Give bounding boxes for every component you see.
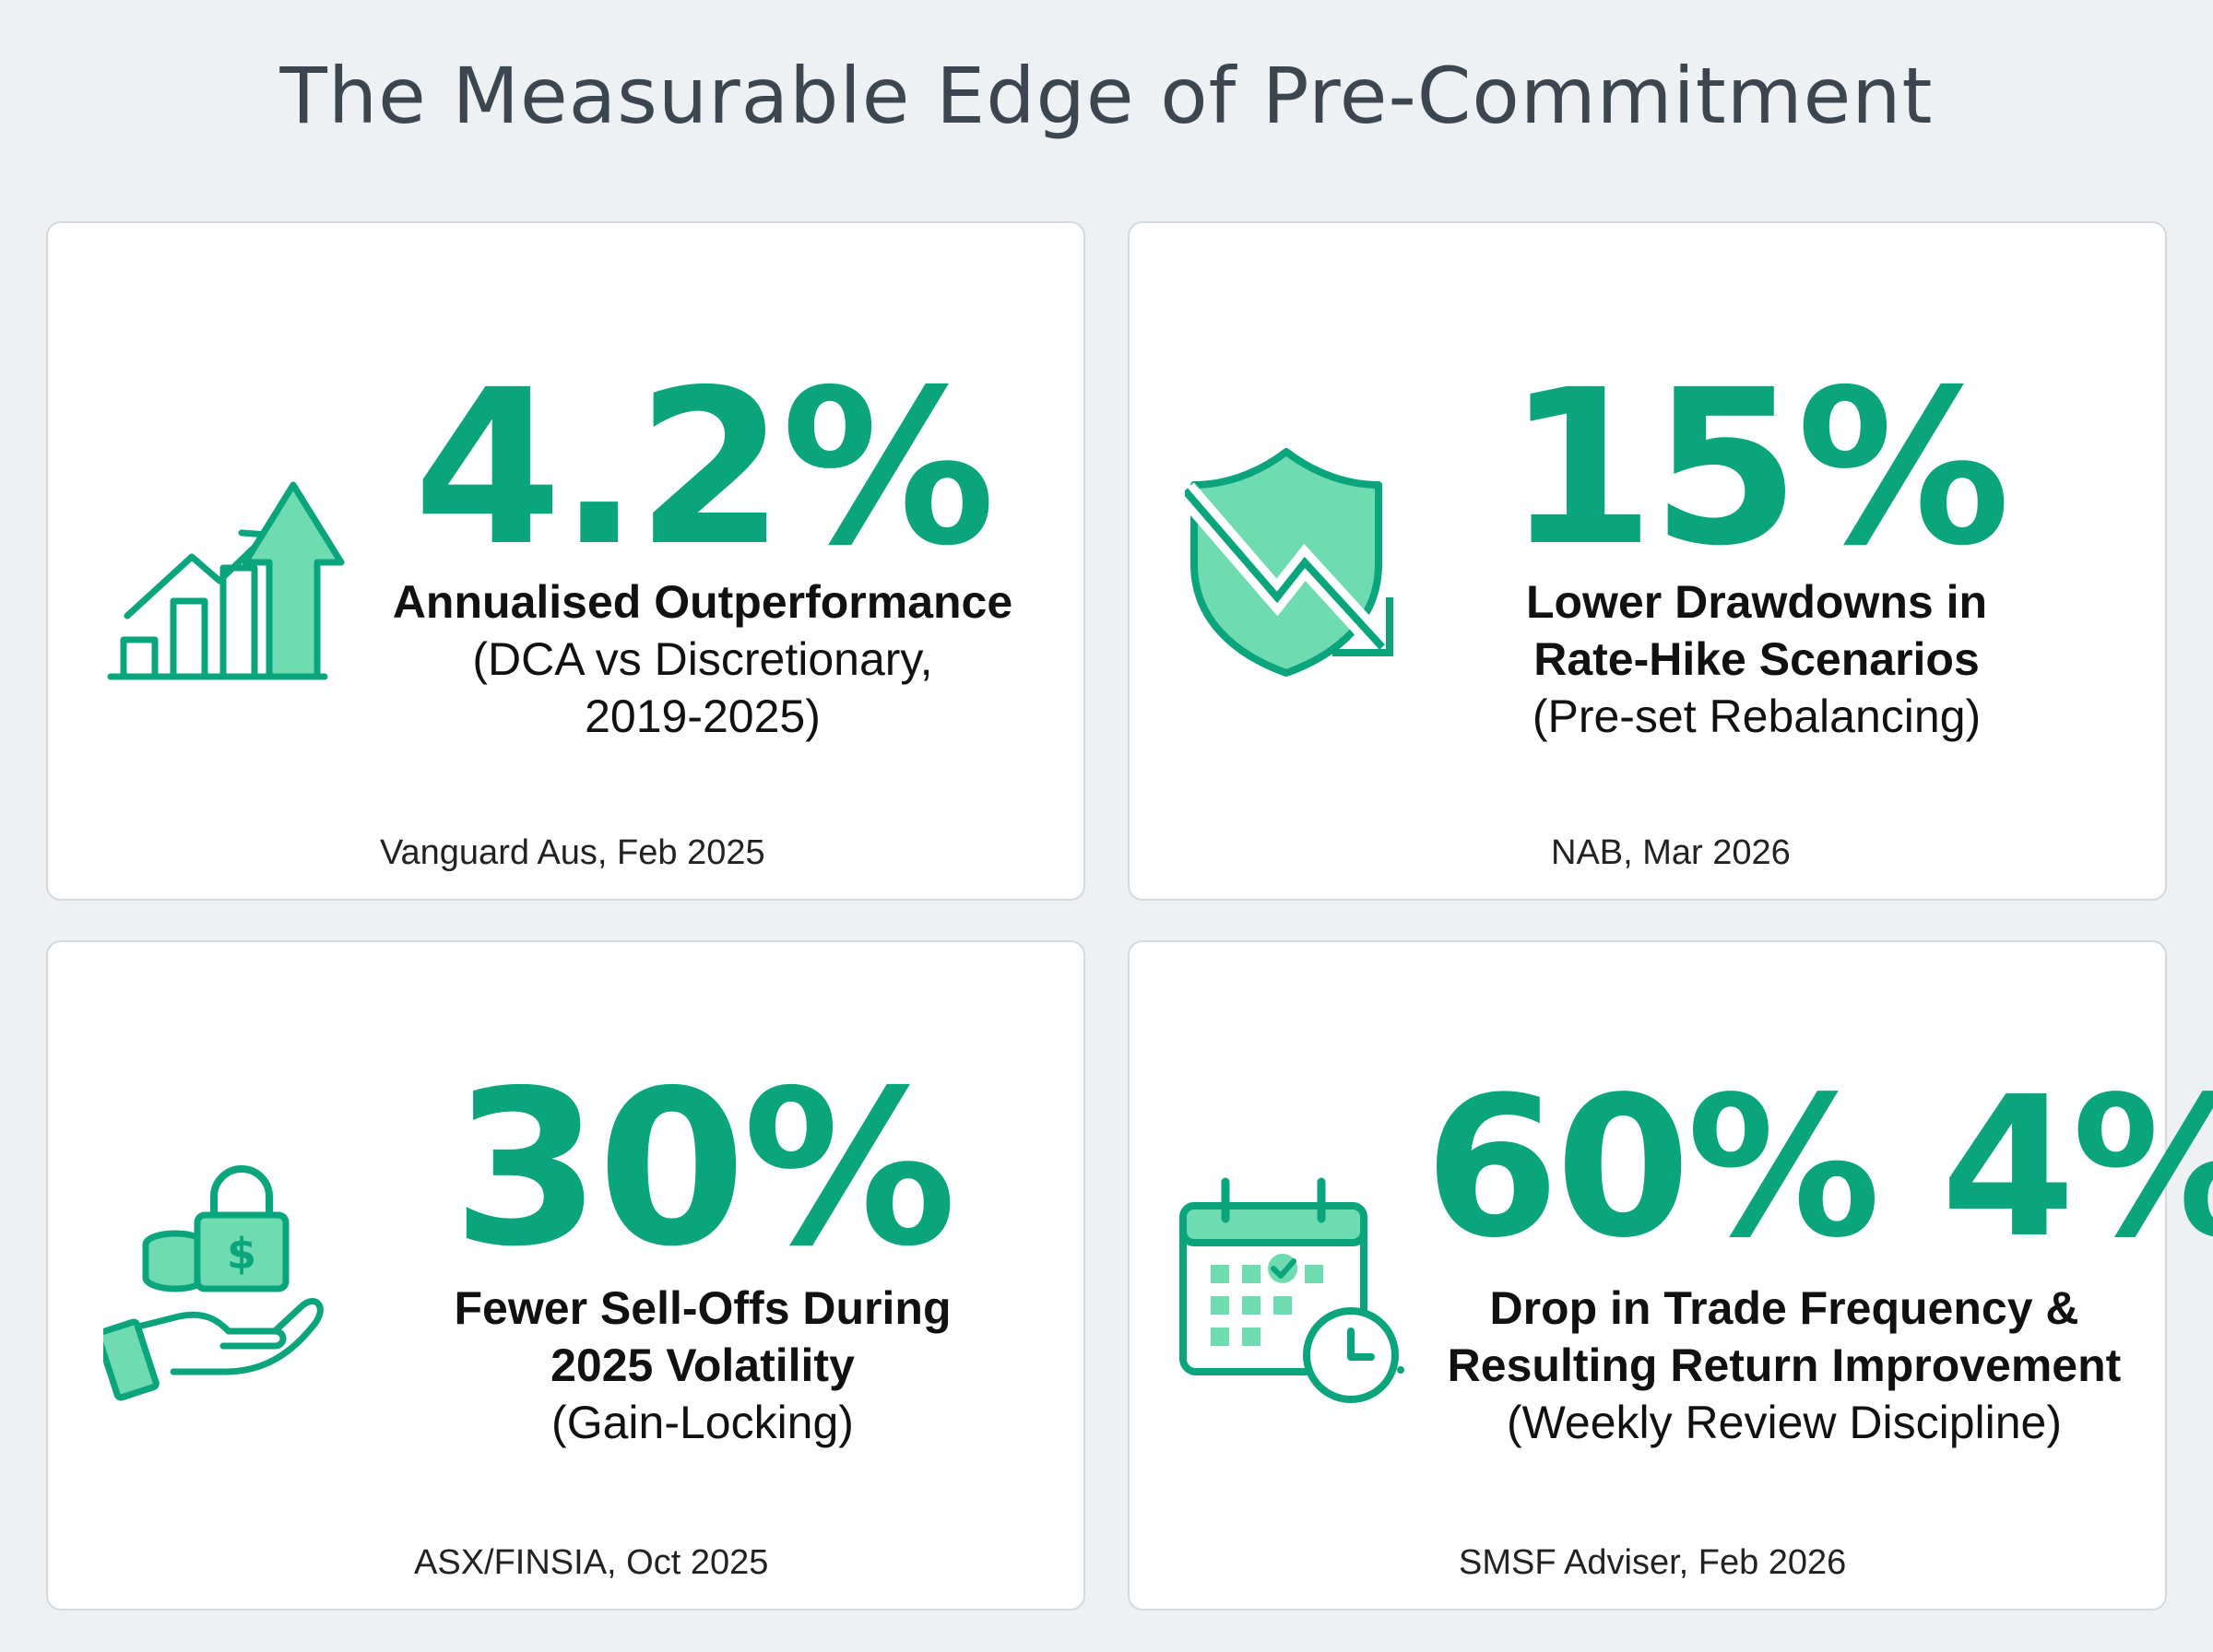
svg-text:$: $	[227, 1229, 256, 1279]
source-citation: SMSF Adviser, Feb 2026	[1459, 1543, 1847, 1582]
stat-card-outperformance: 4.2% Annualised Outperformance (DCA vs D…	[46, 221, 1085, 901]
source-citation: ASX/FINSIA, Oct 2025	[414, 1543, 769, 1582]
calendar-clock-icon	[1176, 1173, 1415, 1403]
stat-value: 60% 4%	[1425, 1055, 2213, 1280]
stat-value: 15%	[1506, 344, 2010, 593]
stat-value: 30%	[452, 1044, 956, 1293]
growth-bar-chart-arrow-icon	[103, 435, 352, 684]
stat-label-note: (Gain-Locking)	[551, 1397, 854, 1448]
page-title: The Measurable Edge of Pre-Commitment	[279, 51, 1934, 141]
stat-label-note: (Pre-set Rebalancing)	[1532, 690, 1982, 742]
stat-label: Drop in Trade Frequency & Resulting Retu…	[1425, 1280, 2144, 1451]
shield-downtrend-icon	[1185, 444, 1425, 684]
stat-label-note: (Weekly Review Discipline)	[1506, 1397, 2062, 1448]
stat-card-selloffs: $ 30% Fewer Sell-Offs During 2025 Volati…	[46, 940, 1085, 1611]
stat-label-title: Lower Drawdowns in Rate-Hike Scenarios	[1525, 576, 1988, 685]
source-citation: Vanguard Aus, Feb 2025	[380, 833, 765, 872]
stat-label-title: Fewer Sell-Offs During 2025 Volatility	[454, 1282, 952, 1391]
stat-label: Annualised Outperformance (DCA vs Discre…	[361, 573, 1044, 745]
stat-label: Fewer Sell-Offs During 2025 Volatility (…	[417, 1280, 988, 1451]
source-citation: NAB, Mar 2026	[1551, 833, 1791, 872]
stat-card-drawdowns: 15% Lower Drawdowns in Rate-Hike Scenari…	[1128, 221, 2167, 901]
stat-label-title: Annualised Outperformance	[392, 576, 1013, 628]
hand-coins-lock-icon: $	[103, 1163, 352, 1403]
stat-value: 4.2%	[413, 344, 995, 593]
stat-card-trade-frequency: 60% 4% Drop in Trade Frequency & Resulti…	[1128, 940, 2213, 1611]
stat-label-title: Drop in Trade Frequency & Resulting Retu…	[1447, 1282, 2122, 1391]
stat-label: Lower Drawdowns in Rate-Hike Scenarios (…	[1480, 573, 2033, 745]
stat-label-note: (DCA vs Discretionary, 2019-2025)	[472, 633, 933, 742]
